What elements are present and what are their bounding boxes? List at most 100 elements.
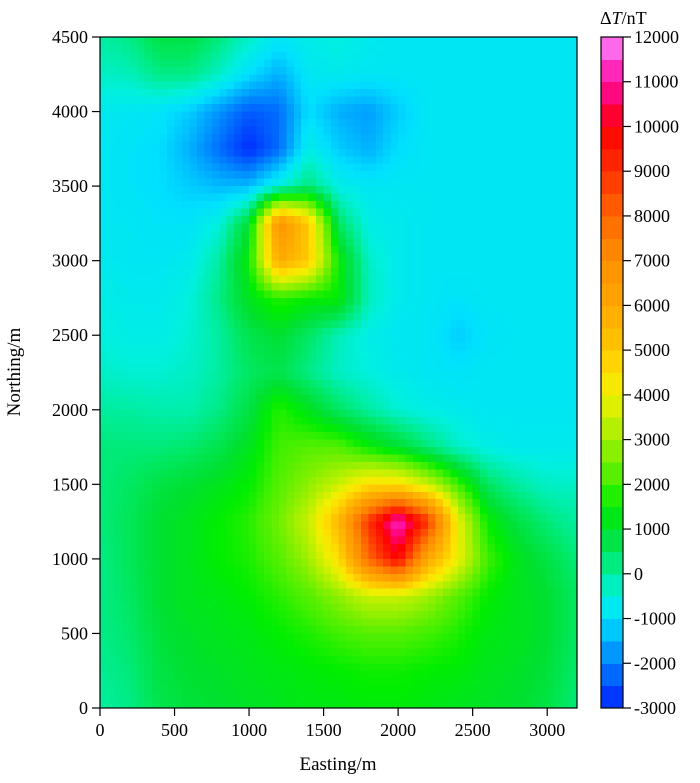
heatmap-cell bbox=[345, 260, 354, 269]
heatmap-cell bbox=[256, 439, 265, 448]
heatmap-cell bbox=[122, 37, 131, 46]
heatmap-cell bbox=[532, 74, 541, 83]
heatmap-cell bbox=[107, 253, 116, 262]
heatmap-cell bbox=[487, 573, 496, 582]
heatmap-cell bbox=[331, 402, 340, 411]
heatmap-cell bbox=[398, 543, 407, 553]
heatmap-cell bbox=[345, 253, 354, 262]
heatmap-cell bbox=[502, 581, 511, 590]
heatmap-cell bbox=[569, 171, 578, 180]
heatmap-cell bbox=[181, 305, 191, 314]
heatmap-cell bbox=[278, 119, 287, 128]
heatmap-cell bbox=[554, 148, 563, 157]
heatmap-cell bbox=[345, 461, 354, 471]
heatmap-cell bbox=[509, 551, 518, 560]
heatmap-cell bbox=[144, 283, 153, 292]
heatmap-cell bbox=[465, 365, 474, 374]
heatmap-cell bbox=[487, 454, 496, 463]
heatmap-cell bbox=[196, 186, 205, 195]
heatmap-cell bbox=[375, 66, 384, 75]
heatmap-cell bbox=[301, 283, 310, 292]
heatmap-cell bbox=[234, 119, 243, 128]
heatmap-cell bbox=[562, 514, 571, 523]
heatmap-cell bbox=[174, 581, 183, 590]
heatmap-cell bbox=[241, 260, 250, 269]
heatmap-cell bbox=[137, 529, 146, 538]
heatmap-cell bbox=[465, 394, 474, 403]
heatmap-cell bbox=[360, 342, 369, 351]
heatmap-cell bbox=[532, 536, 541, 545]
heatmap-cell bbox=[375, 536, 384, 545]
heatmap-cell bbox=[278, 141, 287, 150]
heatmap-cell bbox=[390, 543, 399, 553]
heatmap-cell bbox=[308, 111, 317, 120]
heatmap-cell bbox=[442, 59, 451, 68]
heatmap-cell bbox=[271, 514, 280, 523]
heatmap-cell bbox=[480, 558, 489, 567]
heatmap-cell bbox=[457, 499, 466, 508]
heatmap-cell bbox=[502, 573, 511, 582]
heatmap-cell bbox=[100, 66, 109, 75]
heatmap-cell bbox=[450, 96, 459, 105]
heatmap-cell bbox=[278, 394, 287, 403]
heatmap-cell bbox=[219, 327, 228, 336]
heatmap-cell bbox=[301, 454, 310, 463]
heatmap-cell bbox=[539, 350, 548, 359]
heatmap-cell bbox=[450, 126, 459, 135]
heatmap-cell bbox=[234, 37, 243, 46]
heatmap-cell bbox=[293, 283, 302, 292]
heatmap-cell bbox=[263, 238, 273, 247]
heatmap-cell bbox=[360, 372, 369, 381]
heatmap-cell bbox=[241, 469, 250, 478]
heatmap-cell bbox=[562, 454, 571, 463]
heatmap-cell bbox=[122, 596, 131, 605]
heatmap-cell bbox=[390, 193, 399, 202]
heatmap-cell bbox=[495, 588, 504, 597]
heatmap-cell bbox=[204, 529, 213, 538]
heatmap-cell bbox=[181, 499, 191, 508]
heatmap-cell bbox=[249, 484, 258, 493]
heatmap-cell bbox=[457, 260, 466, 269]
heatmap-cell bbox=[368, 141, 377, 150]
heatmap-cell bbox=[137, 201, 146, 210]
heatmap-cell bbox=[181, 290, 191, 299]
heatmap-cell bbox=[181, 536, 191, 545]
heatmap-cell bbox=[562, 201, 571, 210]
heatmap-cell bbox=[316, 163, 325, 172]
heatmap-cell bbox=[420, 342, 429, 351]
heatmap-cell bbox=[345, 230, 354, 239]
heatmap-cell bbox=[159, 521, 168, 530]
heatmap-cell bbox=[293, 245, 302, 254]
heatmap-cell bbox=[360, 476, 369, 485]
heatmap-cell bbox=[271, 59, 280, 68]
heatmap-cell bbox=[435, 476, 444, 485]
heatmap-cell bbox=[502, 379, 511, 389]
heatmap-cell bbox=[293, 66, 302, 75]
heatmap-cell bbox=[167, 245, 176, 254]
heatmap-cell bbox=[241, 290, 250, 299]
heatmap-cell bbox=[196, 141, 205, 150]
heatmap-cell bbox=[457, 104, 466, 113]
heatmap-cell bbox=[398, 536, 407, 545]
heatmap-cell bbox=[368, 342, 377, 351]
heatmap-cell bbox=[181, 275, 191, 284]
heatmap-cell bbox=[450, 506, 459, 515]
heatmap-cell bbox=[465, 44, 474, 53]
heatmap-cell bbox=[129, 59, 138, 68]
heatmap-cell bbox=[241, 148, 250, 157]
heatmap-cell bbox=[100, 357, 109, 366]
heatmap-cell bbox=[509, 268, 518, 277]
heatmap-cell bbox=[383, 439, 392, 448]
heatmap-cell bbox=[472, 66, 481, 75]
heatmap-cell bbox=[539, 238, 548, 247]
heatmap-cell bbox=[442, 74, 451, 83]
heatmap-cell bbox=[517, 275, 526, 284]
heatmap-cell bbox=[427, 387, 436, 396]
heatmap-cell bbox=[167, 394, 176, 403]
heatmap-cell bbox=[159, 186, 168, 195]
heatmap-cell bbox=[256, 96, 265, 105]
heatmap-cell bbox=[129, 290, 138, 299]
heatmap-cell bbox=[189, 230, 198, 239]
heatmap-cell bbox=[413, 163, 422, 172]
heatmap-cell bbox=[256, 111, 265, 120]
